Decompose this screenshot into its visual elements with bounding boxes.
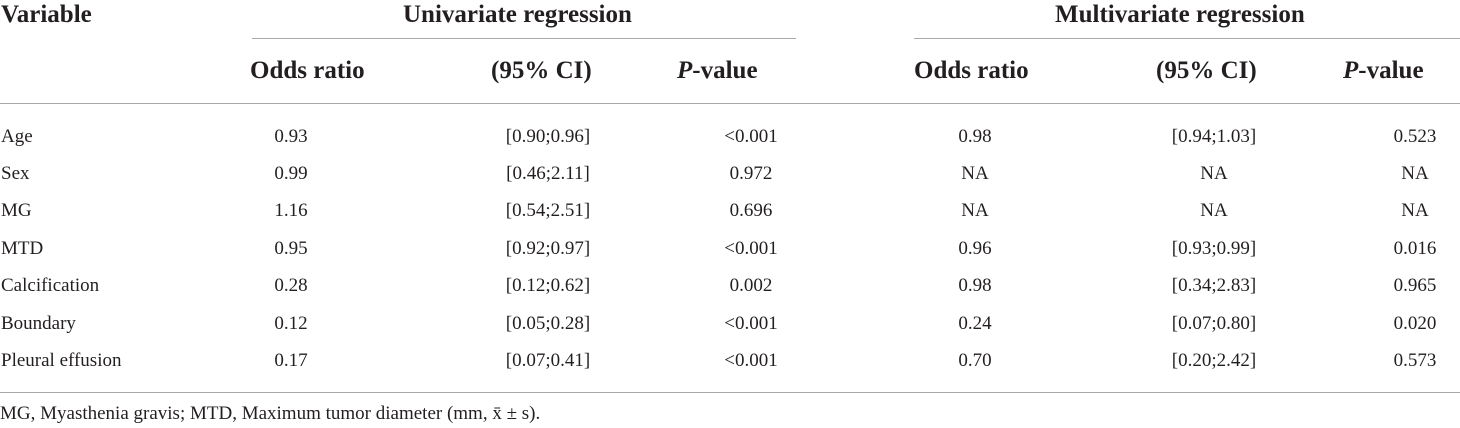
cell-multi-odds-ratio: 0.96	[958, 238, 992, 259]
cell-uni-ci: [0.90;0.96]	[505, 126, 591, 147]
table-row: Pleural effusion 0.17 [0.07;0.41] <0.001…	[0, 342, 1460, 379]
univariate-group-rule	[252, 38, 796, 39]
cell-multi-ci: NA	[1200, 163, 1228, 184]
cell-multi-p-value: NA	[1401, 163, 1429, 184]
header-multivariate-regression: Multivariate regression	[1055, 1, 1305, 28]
header-uni-odds-ratio: Odds ratio	[250, 57, 365, 84]
header-multi-ci: (95% CI)	[1156, 57, 1257, 84]
cell-uni-ci: [0.05;0.28]	[505, 313, 591, 334]
cell-uni-odds-ratio: 0.17	[274, 350, 308, 371]
p-italic: P	[1343, 57, 1359, 84]
cell-uni-odds-ratio: 0.99	[274, 163, 308, 184]
cell-multi-odds-ratio: 0.24	[958, 313, 992, 334]
header-multi-odds-ratio: Odds ratio	[914, 57, 1029, 84]
cell-uni-p-value: 0.696	[729, 200, 773, 221]
cell-multi-p-value: NA	[1401, 200, 1429, 221]
table-footnote: MG, Myasthenia gravis; MTD, Maximum tumo…	[0, 403, 541, 424]
cell-multi-odds-ratio: NA	[961, 163, 989, 184]
cell-variable: MG	[1, 200, 32, 221]
multivariate-group-rule	[914, 38, 1460, 39]
cell-variable: MTD	[1, 238, 44, 259]
cell-uni-ci: [0.46;2.11]	[506, 163, 590, 184]
cell-multi-p-value: 0.523	[1393, 126, 1437, 147]
cell-uni-p-value: 0.972	[729, 163, 773, 184]
cell-variable: Sex	[1, 163, 30, 184]
cell-uni-ci: [0.92;0.97]	[505, 238, 591, 259]
cell-multi-p-value: 0.573	[1393, 350, 1437, 371]
table-row: MTD 0.95 [0.92;0.97] <0.001 0.96 [0.93;0…	[0, 230, 1460, 267]
cell-multi-ci: [0.34;2.83]	[1171, 275, 1257, 296]
table-row: Age 0.93 [0.90;0.96] <0.001 0.98 [0.94;1…	[0, 118, 1460, 155]
cell-uni-odds-ratio: 0.93	[274, 126, 308, 147]
table-row: Calcification 0.28 [0.12;0.62] 0.002 0.9…	[0, 267, 1460, 304]
cell-variable: Calcification	[1, 275, 100, 296]
table-row: Boundary 0.12 [0.05;0.28] <0.001 0.24 [0…	[0, 305, 1460, 342]
header-uni-ci: (95% CI)	[491, 57, 592, 84]
cell-multi-p-value: 0.020	[1393, 313, 1437, 334]
cell-uni-p-value: <0.001	[724, 313, 778, 334]
cell-multi-odds-ratio: 0.70	[958, 350, 992, 371]
cell-variable: Pleural effusion	[1, 350, 122, 371]
cell-variable: Age	[1, 126, 33, 147]
cell-uni-p-value: <0.001	[724, 350, 778, 371]
cell-uni-p-value: 0.002	[729, 275, 773, 296]
cell-multi-ci: [0.20;2.42]	[1171, 350, 1257, 371]
p-rest: -value	[692, 57, 758, 84]
cell-uni-odds-ratio: 0.95	[274, 238, 308, 259]
table-row: Sex 0.99 [0.46;2.11] 0.972 NA NA NA	[0, 155, 1460, 192]
cell-uni-p-value: <0.001	[724, 238, 778, 259]
cell-multi-ci: [0.07;0.80]	[1171, 313, 1257, 334]
header-variable: Variable	[1, 1, 92, 28]
cell-uni-odds-ratio: 0.12	[274, 313, 308, 334]
p-rest: -value	[1358, 57, 1424, 84]
cell-uni-ci: [0.12;0.62]	[505, 275, 591, 296]
cell-multi-odds-ratio: NA	[961, 200, 989, 221]
table-bottom-rule	[0, 392, 1460, 393]
cell-uni-p-value: <0.001	[724, 126, 778, 147]
cell-uni-ci: [0.07;0.41]	[505, 350, 591, 371]
cell-uni-odds-ratio: 1.16	[274, 200, 308, 221]
header-rule	[0, 103, 1460, 104]
cell-multi-p-value: 0.016	[1393, 238, 1437, 259]
cell-multi-odds-ratio: 0.98	[958, 126, 992, 147]
header-uni-p-value: P-value	[677, 56, 758, 86]
table-row: MG 1.16 [0.54;2.51] 0.696 NA NA NA	[0, 192, 1460, 229]
cell-multi-ci: [0.94;1.03]	[1171, 126, 1257, 147]
cell-multi-p-value: 0.965	[1393, 275, 1437, 296]
cell-uni-ci: [0.54;2.51]	[505, 200, 591, 221]
cell-multi-odds-ratio: 0.98	[958, 275, 992, 296]
cell-variable: Boundary	[1, 313, 76, 334]
cell-uni-odds-ratio: 0.28	[274, 275, 308, 296]
p-italic: P	[677, 57, 693, 84]
header-univariate-regression: Univariate regression	[403, 1, 632, 28]
header-multi-p-value: P-value	[1343, 56, 1424, 86]
cell-multi-ci: [0.93;0.99]	[1171, 238, 1257, 259]
cell-multi-ci: NA	[1200, 200, 1228, 221]
